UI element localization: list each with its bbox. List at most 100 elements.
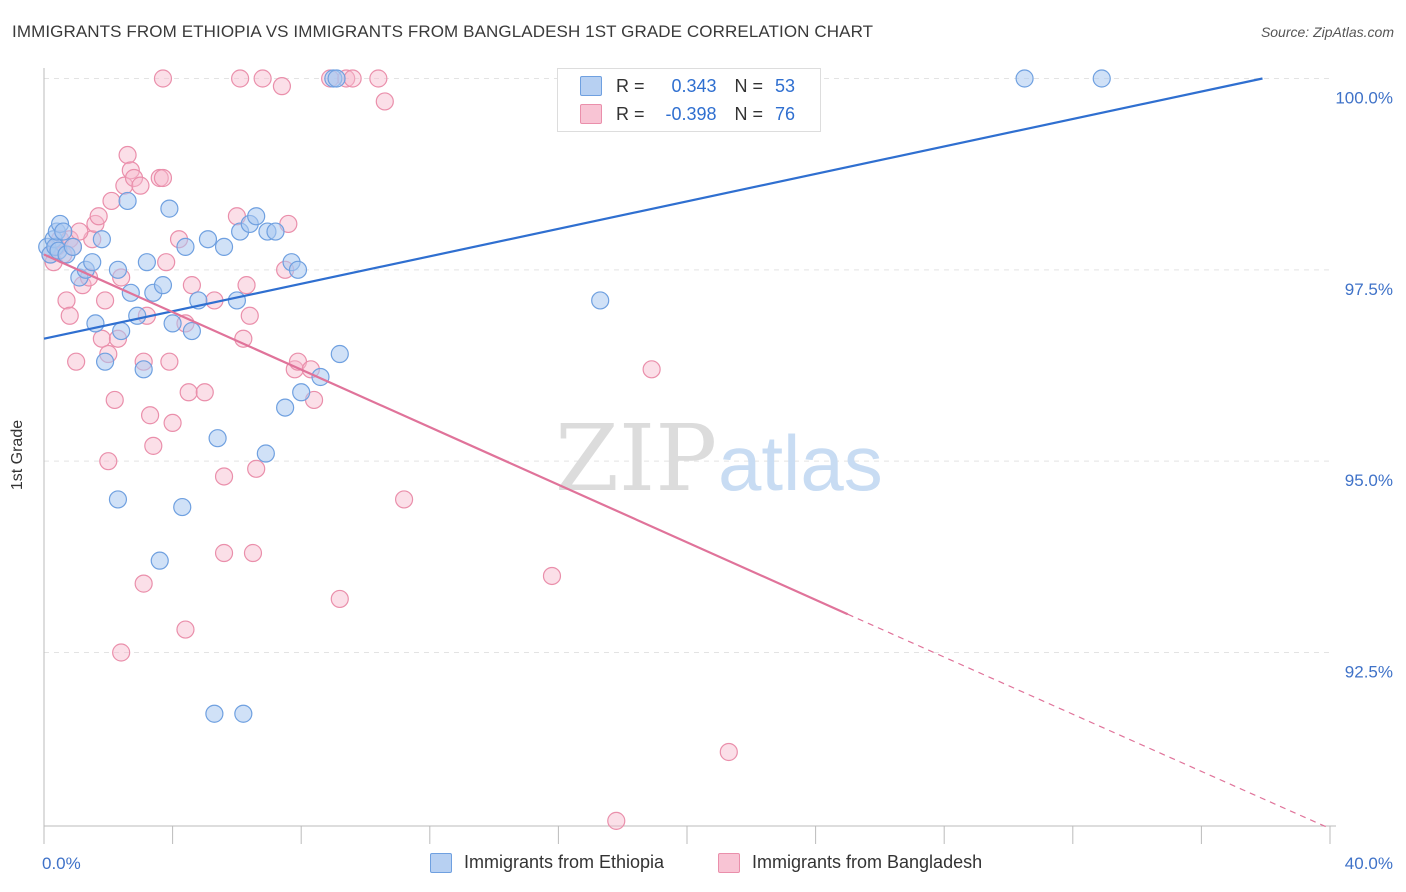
ethiopia-point <box>134 360 153 379</box>
ethiopia-point <box>288 260 308 279</box>
bangladesh-point <box>214 543 234 563</box>
legend-r-label: R = <box>616 103 645 124</box>
bangladesh-point <box>343 69 362 88</box>
bangladesh-point <box>542 566 562 586</box>
legend-row-ethiopia: R = 0.343 N = 53 <box>580 74 795 98</box>
ethiopia-point <box>330 344 349 364</box>
legend-swatch-ethiopia <box>580 76 602 96</box>
bangladesh-point <box>231 69 250 88</box>
ethiopia-point <box>163 314 182 333</box>
legend-item-ethiopia: Immigrants from Ethiopia <box>430 852 664 873</box>
ethiopia-point <box>128 306 147 325</box>
bangladesh-point <box>153 69 173 88</box>
ethiopia-point <box>327 69 346 88</box>
bangladesh-point <box>67 352 86 371</box>
legend-swatch-ethiopia <box>430 852 452 873</box>
bangladesh-point <box>394 490 414 509</box>
bangladesh-point <box>70 222 89 241</box>
legend-n-label: N = <box>734 75 764 96</box>
y-tick-label: 100.0% <box>1335 89 1393 108</box>
ethiopia-point <box>150 551 169 570</box>
source-label: Source: ZipAtlas.com <box>1260 24 1394 40</box>
legend-n-value: 53 <box>775 75 796 96</box>
bangladesh-point <box>214 467 234 486</box>
ethiopia-trend-line <box>43 77 1263 340</box>
bangladesh-point <box>89 207 108 226</box>
ethiopia-point <box>83 253 102 272</box>
legend-item-bangladesh: Immigrants from Bangladesh <box>718 852 982 873</box>
bangladesh-point <box>237 276 256 295</box>
bangladesh-point <box>99 452 118 471</box>
ethiopia-point <box>95 352 115 371</box>
bangladesh-point <box>195 383 214 402</box>
bangladesh-point <box>240 306 259 325</box>
ethiopia-point <box>205 704 224 723</box>
bangladesh-trend-line <box>43 253 849 616</box>
x-tick-label: 40.0% <box>1345 854 1393 873</box>
ethiopia-point <box>118 191 137 211</box>
legend-label-ethiopia: Immigrants from Ethiopia <box>464 852 665 872</box>
bangladesh-point <box>95 291 115 310</box>
legend-row-bangladesh: R = -0.398 N = 76 <box>580 102 795 126</box>
bangladesh-point <box>131 176 150 195</box>
y-tick-label: 92.5% <box>1345 663 1393 682</box>
legend-n-label: N = <box>734 103 764 124</box>
ethiopia-point <box>160 199 179 218</box>
ethiopia-point <box>227 291 246 310</box>
bangladesh-point <box>140 406 160 425</box>
legend-swatch-bangladesh <box>718 852 740 873</box>
bangladesh-point <box>134 574 153 593</box>
bangladesh-point <box>112 643 131 662</box>
bangladesh-point <box>144 436 163 455</box>
bangladesh-point <box>176 620 195 639</box>
legend-n-value: 76 <box>775 103 796 124</box>
ethiopia-point <box>1015 69 1034 88</box>
ethiopia-point <box>266 222 285 241</box>
bangladesh-point <box>642 360 661 379</box>
bangladesh-point <box>375 92 394 111</box>
bangladesh-point <box>182 276 201 295</box>
ethiopia-point <box>234 704 253 723</box>
ethiopia-point <box>176 237 195 256</box>
bangladesh-point <box>60 306 79 325</box>
bangladesh-point <box>247 459 266 478</box>
series-legend: Immigrants from Ethiopia Immigrants from… <box>0 852 1406 876</box>
trend-lines <box>43 77 1331 830</box>
bangladesh-point <box>607 811 626 830</box>
bangladesh-point <box>272 77 292 96</box>
bangladesh-point <box>57 291 76 310</box>
bangladesh-point <box>719 742 738 762</box>
bangladesh-point <box>179 383 198 402</box>
bangladesh-point <box>243 543 263 563</box>
ethiopia-point <box>137 253 156 272</box>
bangladesh-point <box>92 329 111 348</box>
ethiopia-point <box>276 398 295 417</box>
bangladesh-point <box>369 69 388 88</box>
bangladesh-point <box>330 589 349 609</box>
x-tick-label: 0.0% <box>42 854 81 873</box>
legend-r-value: -0.398 <box>665 103 717 124</box>
bangladesh-point <box>163 413 182 432</box>
bangladesh-point <box>160 352 179 371</box>
ethiopia-point <box>54 222 73 241</box>
ethiopia-point <box>112 321 131 341</box>
bangladesh-point <box>118 145 137 165</box>
tick-labels: 100.0% 97.5% 95.0% 92.5% 0.0% 40.0% <box>42 89 1393 874</box>
watermark: ZIP atlas <box>555 405 883 512</box>
bangladesh-point <box>253 69 272 88</box>
ethiopia-point <box>63 237 83 256</box>
ethiopia-point <box>208 429 227 448</box>
ethiopia-point <box>153 276 173 295</box>
ethiopia-point <box>1092 69 1111 88</box>
ethiopia-point <box>198 230 218 249</box>
bangladesh-trend-extension <box>847 613 1331 830</box>
ethiopia-point <box>92 230 111 249</box>
ethiopia-point <box>247 207 266 226</box>
legend-r-value: 0.343 <box>671 75 717 96</box>
ethiopia-point <box>173 497 192 517</box>
chart-title: IMMIGRANTS FROM ETHIOPIA VS IMMIGRANTS F… <box>12 22 874 41</box>
legend-label-bangladesh: Immigrants from Bangladesh <box>752 852 983 872</box>
watermark-zip: ZIP <box>555 405 717 512</box>
stats-legend: R = 0.343 N = 53 R = -0.398 N = 76 <box>557 68 821 132</box>
